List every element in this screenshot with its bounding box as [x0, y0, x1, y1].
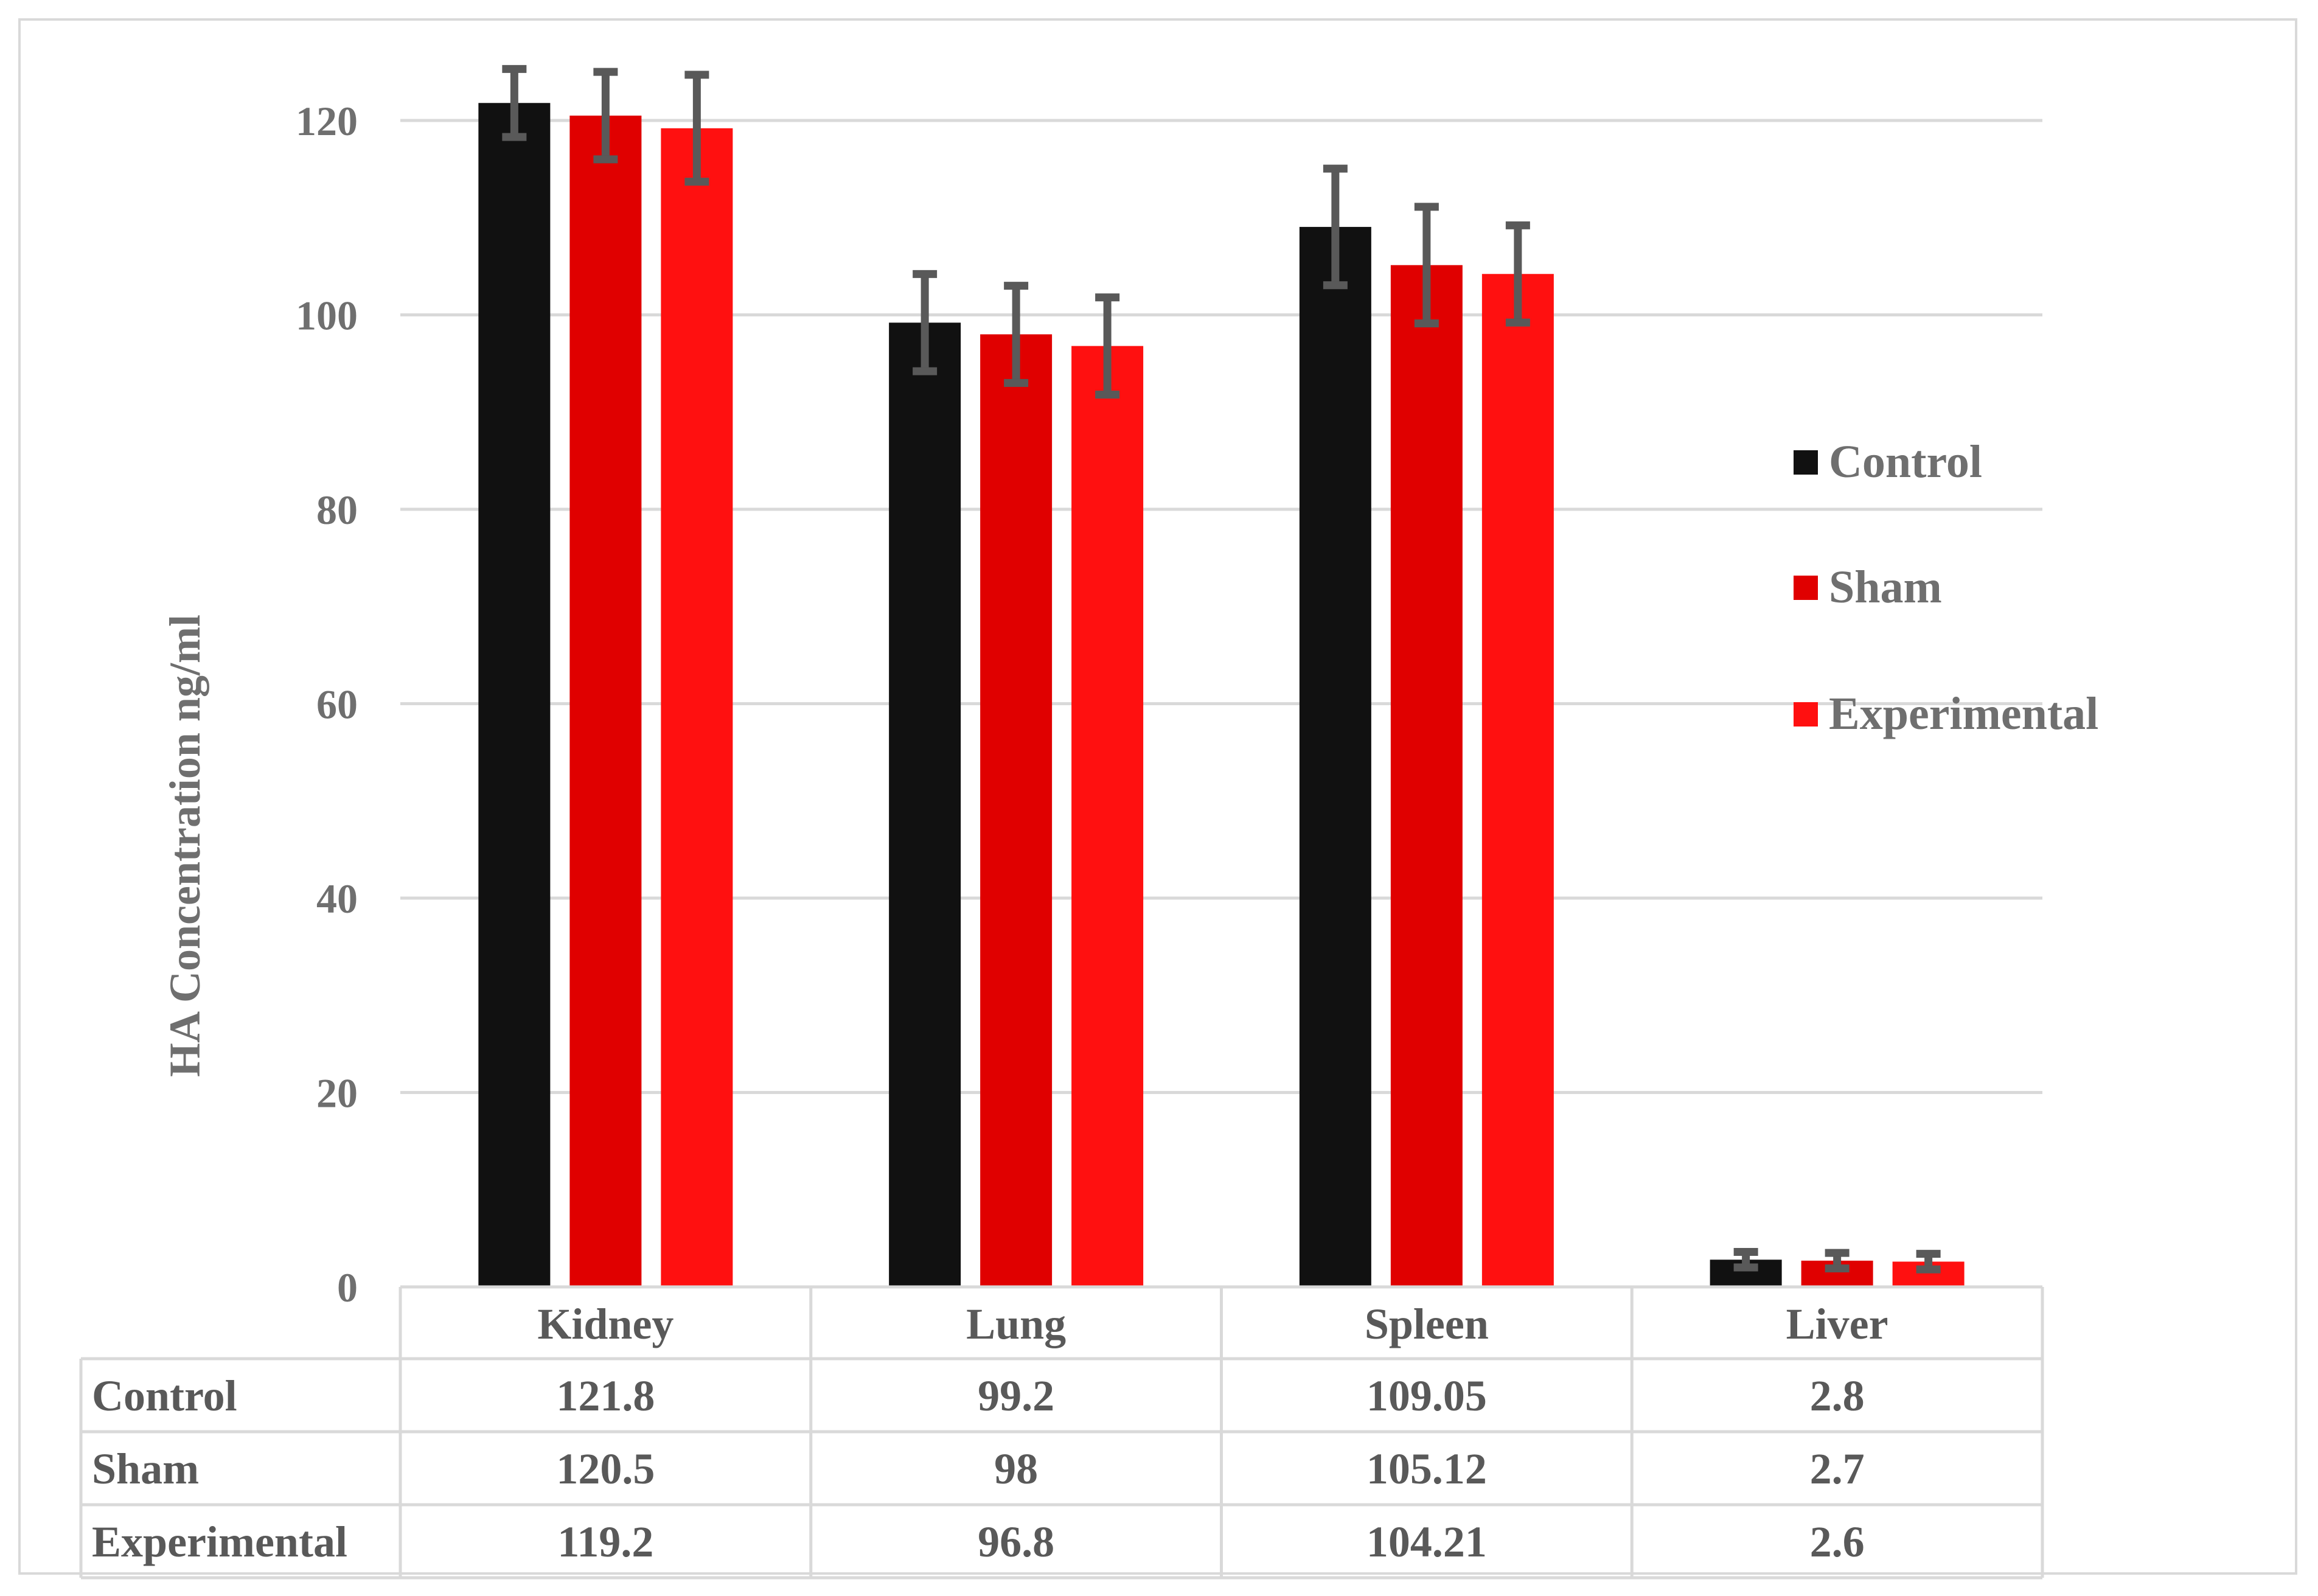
table-cell: 96.8 [978, 1518, 1054, 1566]
bar-control-kidney [478, 103, 551, 1287]
y-tick-label: 0 [337, 1264, 358, 1311]
table-cell: 2.7 [1810, 1444, 1865, 1493]
table-row-label: Experimental [92, 1518, 347, 1566]
y-tick-label: 120 [296, 98, 358, 144]
gridlines [400, 119, 2042, 1094]
bars [478, 103, 1965, 1288]
legend-swatch-control [1794, 450, 1818, 475]
table-row-label: Sham [92, 1444, 199, 1493]
bar-sham-spleen [1390, 265, 1463, 1287]
bar-experimental-kidney [661, 128, 733, 1287]
bar-experimental-lung [1071, 346, 1144, 1287]
table-cell: 121.8 [556, 1371, 655, 1420]
bar-sham-lung [980, 334, 1053, 1288]
table-cell: 119.2 [557, 1518, 653, 1566]
category-label-liver: Liver [1786, 1300, 1888, 1348]
table-row-label: Control [92, 1371, 237, 1420]
bar-sham-kidney [569, 116, 642, 1288]
y-tick-label: 80 [316, 487, 358, 533]
y-tick-label: 20 [316, 1070, 358, 1117]
data-table: Kidney Lung Spleen Liver Control 121.8 99.2 109… [79, 1285, 2044, 1580]
legend-label-control: Control [1829, 436, 1982, 487]
table-cell: 99.2 [978, 1371, 1054, 1420]
legend-label-experimental: Experimental [1829, 688, 2098, 739]
table-cell: 2.8 [1810, 1371, 1865, 1420]
y-tick-label: 100 [296, 293, 358, 339]
legend-swatch-sham [1794, 576, 1818, 600]
table-cell: 98 [994, 1444, 1038, 1493]
table-cell: 104.21 [1366, 1518, 1487, 1566]
bar-experimental-spleen [1481, 274, 1554, 1287]
table-cell: 105.12 [1366, 1444, 1487, 1493]
table-cell: 109.05 [1366, 1371, 1487, 1420]
category-label-spleen: Spleen [1365, 1300, 1489, 1348]
category-label-lung: Lung [966, 1300, 1066, 1348]
chart-frame [18, 18, 2297, 1575]
y-tick-label: 40 [316, 876, 358, 922]
error-bars [502, 64, 1941, 1274]
y-axis-title: HA Concentration ng/ml [161, 615, 209, 1077]
category-label-kidney: Kidney [537, 1300, 673, 1348]
axis-labels: 0 20 40 60 80 100 120 HA Concentration ng/ml [161, 98, 358, 1311]
table-cell: 2.6 [1810, 1518, 1865, 1566]
table-cell: 120.5 [556, 1444, 655, 1493]
legend-swatch-experimental [1794, 702, 1818, 727]
bar-control-lung [889, 322, 961, 1287]
bar-control-spleen [1299, 226, 1371, 1287]
legend-label-sham: Sham [1829, 562, 1942, 613]
y-tick-label: 60 [316, 681, 358, 728]
legend: Control Sham Experimental [1794, 436, 2098, 739]
